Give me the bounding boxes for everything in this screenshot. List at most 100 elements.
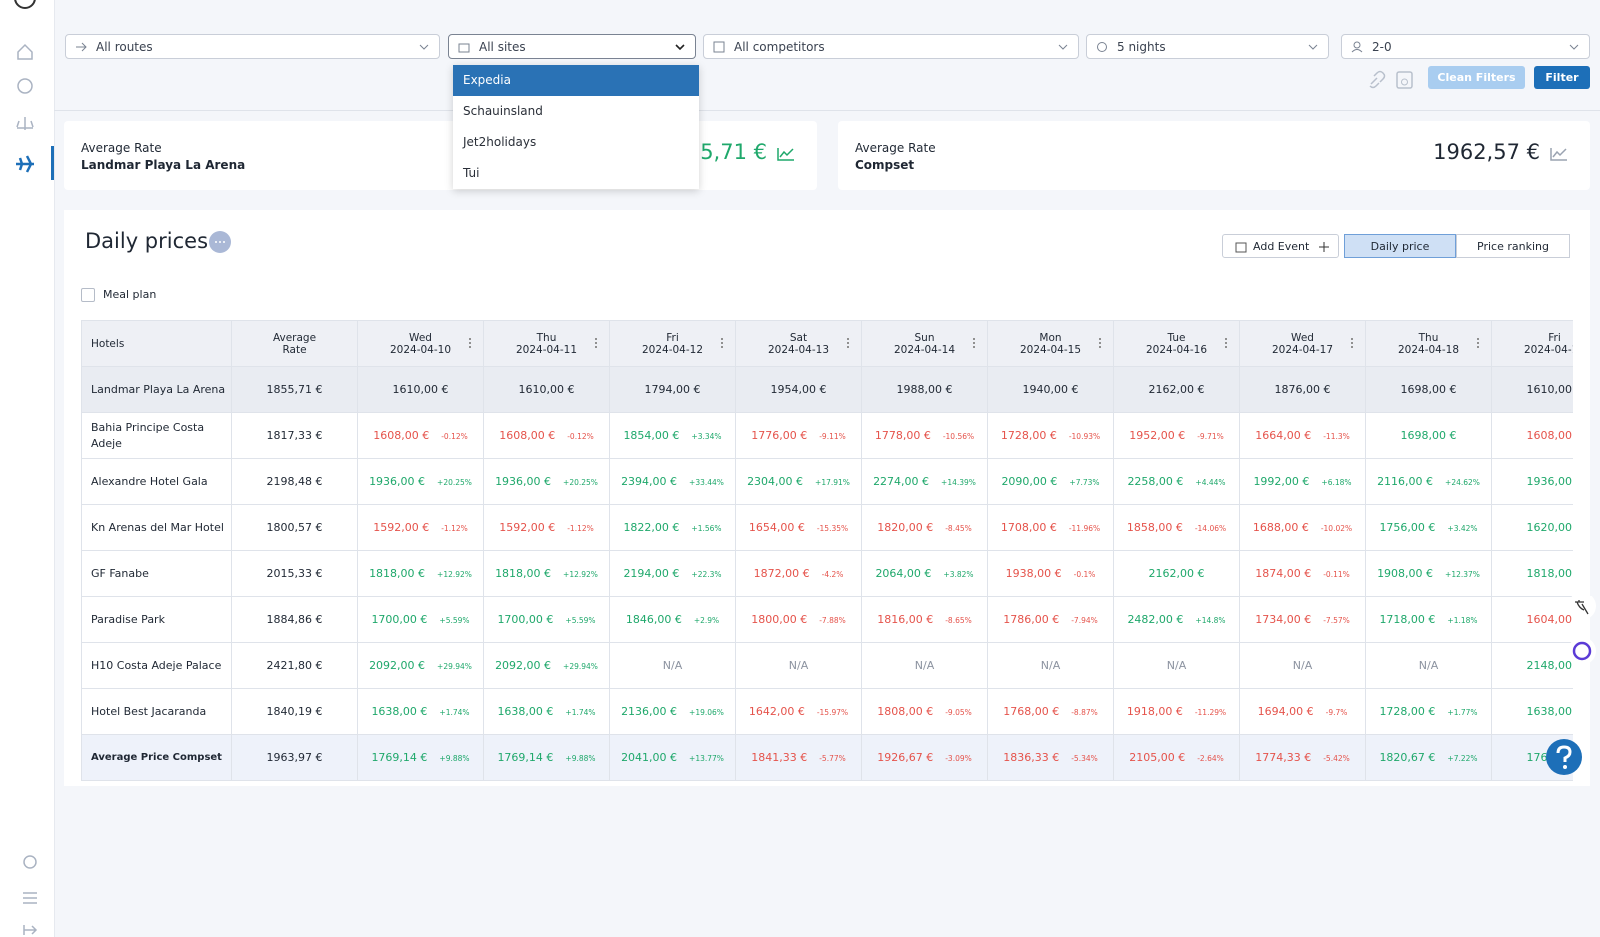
icon <box>76 42 87 52</box>
price-cell: 1592,00 € -1.12% <box>357 504 484 551</box>
price-change: +1.18% <box>1447 616 1478 625</box>
filter-button[interactable]: Filter <box>1534 66 1590 89</box>
checkbox[interactable] <box>81 288 95 302</box>
price: 2162,00 € <box>1148 567 1205 580</box>
price-cell: 1954,00 € <box>735 366 862 413</box>
dropdown-option[interactable]: Jet2holidays <box>463 135 537 149</box>
dropdown-option[interactable]: Schauinsland <box>463 104 543 118</box>
average-rate: 1855,71 € <box>231 366 358 413</box>
price-change: -5.34% <box>1071 754 1098 763</box>
checkbox-label: Meal plan <box>103 288 157 301</box>
price: 1664,00 € <box>1255 429 1312 442</box>
price-cell: 1786,00 € -7.94% <box>987 596 1114 643</box>
column-menu[interactable] <box>1225 337 1227 349</box>
weekday: Fri <box>666 331 679 344</box>
price-cell: 1708,00 € -11.96% <box>987 504 1114 551</box>
price-cell: N/A <box>735 642 862 689</box>
view-tab[interactable]: Price ranking <box>1456 234 1570 258</box>
weekday: Wed <box>409 331 432 344</box>
price: 1592,00 € <box>499 521 556 534</box>
help-button[interactable] <box>1545 738 1583 776</box>
price: 1908,00 € <box>1377 567 1434 580</box>
price-change: -1.12% <box>567 524 594 533</box>
occupancy-select[interactable]: 2-0 <box>1341 34 1590 59</box>
price-cell: 2162,00 € <box>1113 366 1240 413</box>
date: 2024-04-10 <box>389 343 452 356</box>
add-event-button[interactable]: Add Event <box>1222 234 1339 258</box>
average-rate: 2198,48 € <box>231 458 358 505</box>
date-header: Fri 2024-04-12 <box>609 320 736 367</box>
select-text: 5 nights <box>1117 39 1166 54</box>
price-change: -5.77% <box>819 754 846 763</box>
price-cell: 1800,00 € -7.88% <box>735 596 862 643</box>
info-badge[interactable] <box>208 230 232 254</box>
price: 1756,00 € <box>1379 521 1436 534</box>
date: 2024-04-15 <box>1019 343 1082 356</box>
clean-filters-button[interactable]: Clean Filters <box>1428 66 1525 89</box>
price: 1992,00 € <box>1253 475 1310 488</box>
price-cell: 1608,00 € <box>1491 412 1573 459</box>
price: 1638,00 € <box>497 705 554 718</box>
average-rate: 1884,86 € <box>231 596 358 643</box>
price: N/A <box>1040 659 1061 672</box>
nights-select[interactable]: 5 nights <box>1086 34 1329 59</box>
column-menu[interactable] <box>973 337 975 349</box>
weekday: Sun <box>914 331 935 344</box>
price: N/A <box>914 659 935 672</box>
price-change: +29.94% <box>437 662 472 671</box>
price-change: -11.29% <box>1194 708 1227 717</box>
sites-select[interactable]: All sites <box>448 34 696 59</box>
hotel-name: Landmar Playa La Arena <box>81 366 232 413</box>
price: 1936,00 € <box>369 475 426 488</box>
column-menu[interactable] <box>469 337 471 349</box>
view-tab[interactable]: Daily price <box>1344 234 1456 258</box>
price-cell: 1604,00 € <box>1491 596 1573 643</box>
price: 2105,00 € <box>1129 751 1186 764</box>
column-menu[interactable] <box>1351 337 1353 349</box>
price-cell: 1769,14 € +9.88% <box>357 734 484 781</box>
hotel-row: Hotel Best Jacaranda 1840,19 € 1638,00 € +1… <box>81 688 1574 735</box>
date-header: Wed 2024-04-10 <box>357 320 484 367</box>
price-cell: 1610,00 € <box>1491 366 1573 413</box>
kpi-card: Average Rate Landmar Playa La Arena 1855,… <box>64 121 817 190</box>
price: 1638,00 € <box>1526 705 1574 718</box>
routes-select[interactable]: All routes <box>65 34 440 59</box>
chevron <box>419 44 429 50</box>
price-change: +20.25% <box>437 478 472 487</box>
price: 1820,00 € <box>877 521 934 534</box>
price-cell: 2105,00 € -2.64% <box>1113 734 1240 781</box>
price-change: +7.73% <box>1069 478 1100 487</box>
price-change: -9.11% <box>819 432 846 441</box>
hotel-row: GF Fanabe 2015,33 €1818,00 € +12.92% 1818,0… <box>81 550 1573 597</box>
column-menu[interactable] <box>847 337 849 349</box>
column-menu[interactable] <box>721 337 723 349</box>
price-cell: 1768,00 € -8.87% <box>987 688 1114 735</box>
price-cell: 2092,00 € +29.94% <box>357 642 484 689</box>
price: 1776,00 € <box>751 429 808 442</box>
column-menu[interactable] <box>595 337 597 349</box>
price: 1608,00 € <box>373 429 430 442</box>
price-change: +3.34% <box>691 432 722 441</box>
price-change: +4.44% <box>1195 478 1226 487</box>
dropdown-option[interactable]: Tui <box>463 166 480 180</box>
date: 2024-04-12 <box>641 343 704 356</box>
price-cell: 2394,00 € +33.44% <box>609 458 736 505</box>
price-cell: 1908,00 € +12.37% <box>1365 550 1492 597</box>
price-change: -0.12% <box>441 432 468 441</box>
price-cell: 1940,00 € <box>987 366 1114 413</box>
column-menu[interactable] <box>1477 337 1479 349</box>
price-cell: 2482,00 € +14.8% <box>1113 596 1240 643</box>
price: 1954,00 € <box>770 383 827 396</box>
floating-icons <box>1568 596 1596 665</box>
select-text: All competitors <box>734 39 825 54</box>
price-cell: 1638,00 € +1.74% <box>357 688 484 735</box>
price-cell: 1992,00 € +6.18% <box>1239 458 1366 505</box>
dropdown-option[interactable]: Expedia <box>453 65 699 96</box>
column-menu[interactable] <box>1099 337 1101 349</box>
weekday: Fri <box>1548 331 1561 344</box>
price-cell: 1818,00 € +12.92% <box>357 550 484 597</box>
price-cell: 2092,00 € +29.94% <box>483 642 610 689</box>
price-cell: 1610,00 € <box>357 366 484 413</box>
competitors-select[interactable]: All competitors <box>703 34 1079 59</box>
